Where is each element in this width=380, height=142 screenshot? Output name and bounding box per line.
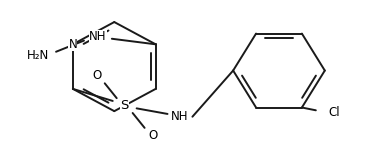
- Text: N: N: [68, 38, 77, 51]
- Text: Cl: Cl: [329, 106, 340, 119]
- Text: NH: NH: [171, 110, 188, 123]
- Text: O: O: [92, 69, 101, 82]
- Text: H₂N: H₂N: [27, 49, 49, 62]
- Text: S: S: [120, 99, 129, 112]
- Text: NH: NH: [89, 30, 107, 43]
- Text: O: O: [148, 129, 157, 142]
